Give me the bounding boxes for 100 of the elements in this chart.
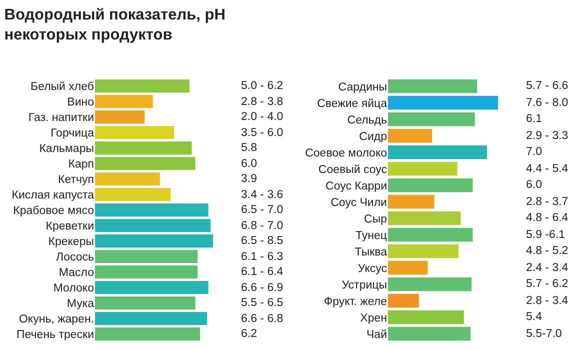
- text: 4.8 - 5.2: [526, 245, 568, 257]
- text: 2.8 - 3.8: [241, 96, 284, 108]
- text: 5.7 - 6.2: [526, 278, 568, 290]
- y-tick-label: Кислая капуста: [12, 190, 95, 202]
- text: 6.0: [526, 179, 542, 191]
- y-tick-label: Соус Карри: [326, 180, 387, 192]
- bar: [95, 280, 208, 294]
- bar: [388, 260, 428, 275]
- bar: [95, 312, 208, 326]
- bar: [95, 296, 196, 310]
- bar: [95, 156, 196, 170]
- y-tick-label: Горчица: [50, 128, 95, 140]
- text: 6.1: [526, 113, 542, 125]
- text: 2.0 - 4.0: [241, 111, 284, 123]
- y-tick-label: Белый хлеб: [30, 81, 94, 94]
- y-tick-label: Креветки: [46, 220, 94, 233]
- bar: [388, 244, 458, 258]
- text: 6.6 - 6.8: [241, 313, 284, 325]
- bar: [388, 310, 464, 324]
- bar: [95, 218, 211, 232]
- y-tick-label: Сидр: [359, 130, 387, 143]
- chart-title: Водородный показатель, pH некоторых продуктов: [4, 6, 226, 44]
- text: 6.8 - 7.0: [241, 220, 284, 232]
- text: 6.5 - 8.5: [241, 235, 284, 247]
- y-tick-label: Фрукт. желе: [324, 296, 387, 308]
- text: 2.8 - 3.7: [526, 196, 568, 208]
- bar: [388, 145, 487, 160]
- y-tick-label: Соевый соус: [318, 164, 388, 176]
- text: 6.0: [241, 158, 257, 170]
- y-tick-label: Окунь, жарен.: [18, 314, 94, 326]
- bar: [95, 327, 200, 341]
- bar: [388, 211, 461, 226]
- text: 5.7 - 6.6: [526, 80, 568, 92]
- y-tick-label: Мука: [66, 298, 95, 310]
- y-tick-label: Карп: [68, 158, 94, 171]
- bar: [388, 79, 478, 94]
- text: 7.0: [526, 146, 542, 158]
- bar: [388, 162, 458, 176]
- bar: [388, 194, 434, 209]
- y-tick-label: Соевое молоко: [305, 147, 387, 160]
- text: 6.1 - 6.3: [241, 251, 284, 263]
- y-tick-label: Чай: [366, 328, 387, 341]
- bar: [95, 94, 153, 108]
- bar: [95, 79, 190, 93]
- text: 2.9 - 3.3: [526, 130, 568, 142]
- text: 3.4 - 3.6: [241, 189, 284, 201]
- y-tick-label: Молоко: [53, 282, 94, 295]
- bar: [388, 326, 470, 341]
- y-tick-label: Печень трески: [16, 329, 94, 342]
- text: 4.8 - 6.4: [526, 212, 569, 224]
- bar: [95, 234, 213, 248]
- bar: [388, 294, 419, 308]
- bar: [388, 112, 475, 126]
- y-tick-label: Масло: [58, 267, 94, 280]
- text: 5.9 -6.1: [526, 229, 565, 241]
- y-tick-label: Вино: [67, 96, 94, 109]
- text: 7.6 - 8.0: [526, 97, 568, 109]
- text: 3.5 - 6.0: [241, 127, 284, 139]
- bar: [95, 250, 198, 264]
- y-tick-label: Сардины: [338, 81, 387, 94]
- text: 5.0 - 6.2: [241, 80, 284, 92]
- text: 5.4: [526, 311, 543, 323]
- y-tick-label: Уксус: [358, 262, 388, 275]
- y-tick-label: Кальмары: [39, 143, 94, 156]
- text: 3.9: [241, 173, 257, 185]
- bar: [95, 265, 198, 279]
- y-tick-label: Тыква: [354, 246, 388, 258]
- text: 6.6 - 6.9: [241, 282, 284, 294]
- bar: [95, 141, 192, 155]
- y-tick-label: Устрицы: [342, 279, 387, 292]
- y-tick-label: Тунец: [356, 230, 388, 242]
- y-tick-label: Лосось: [56, 252, 94, 264]
- text: 4.4 - 5.4: [526, 163, 569, 175]
- bar: [388, 178, 473, 192]
- text: 6.2: [241, 328, 257, 340]
- y-tick-label: Газ. напитки: [28, 112, 94, 124]
- bar: [388, 228, 473, 242]
- text: 6.1 - 6.4: [241, 266, 284, 278]
- y-tick-label: Хрен: [360, 312, 387, 324]
- y-tick-label: Соус Чили: [330, 196, 387, 209]
- text: 5.5-7.0: [526, 328, 562, 340]
- y-tick-label: Сыр: [364, 213, 387, 226]
- y-tick-label: Крекеры: [48, 236, 94, 248]
- text: 6.5 - 7.0: [241, 204, 284, 216]
- y-tick-label: Крабовое мясо: [13, 205, 94, 218]
- y-tick-label: Сельдь: [347, 114, 387, 126]
- bar: [388, 128, 432, 143]
- bar: [95, 126, 174, 140]
- bar: [95, 172, 160, 186]
- text: 5.8: [241, 142, 257, 154]
- y-tick-label: Свежие яйца: [317, 98, 388, 110]
- text: 2.4 - 3.4: [526, 262, 569, 274]
- bar: [95, 110, 145, 124]
- bar: [388, 277, 472, 292]
- y-tick-label: Кетчуп: [58, 174, 94, 186]
- bar: [388, 96, 498, 110]
- text: 2.8 - 3.4: [526, 295, 569, 307]
- bar: [95, 203, 208, 217]
- text: 5.5 - 6.5: [241, 297, 284, 309]
- bar: [95, 188, 171, 202]
